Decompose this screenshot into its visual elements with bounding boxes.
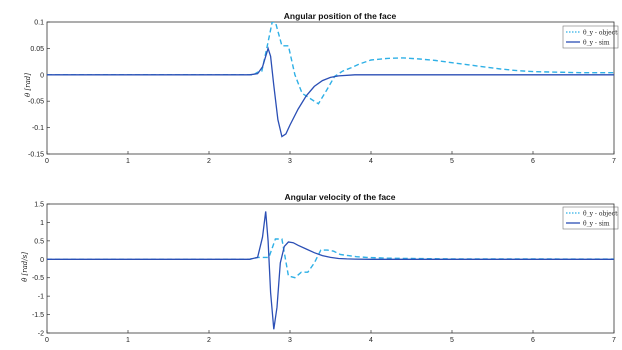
position-y-tick-label: -0.1	[32, 125, 44, 132]
velocity-x-tick-label: 4	[369, 337, 373, 344]
velocity-x-tick-label: 5	[450, 337, 454, 344]
velocity-x-tick-label: 6	[531, 337, 535, 344]
position-y-tick-label: -0.15	[28, 152, 44, 159]
velocity-y-tick-label: -2	[38, 331, 44, 338]
position-legend: θ_y - object θ_y - sim	[563, 26, 618, 48]
position-chart-title: Angular position of the face	[284, 11, 397, 21]
position-x-tick-label: 5	[450, 158, 454, 165]
position-y-tick-label: 0.05	[30, 46, 44, 53]
position-y-tick-label: 0.1	[34, 20, 44, 27]
velocity-legend-object-label: θ̇_y - object	[583, 211, 618, 218]
velocity-y-tick-label: 0.5	[34, 238, 44, 245]
position-x-tick-label: 0	[45, 158, 49, 165]
position-legend-object-label: θ_y - object	[583, 30, 618, 37]
velocity-legend: θ̇_y - object θ̇_y - sim	[563, 207, 618, 229]
position-y-tick-label: -0.05	[28, 99, 44, 106]
velocity-x-tick-label: 2	[207, 337, 211, 344]
velocity-x-tick-label: 1	[126, 337, 130, 344]
position-legend-sim-label: θ_y - sim	[583, 40, 610, 47]
position-x-tick-label: 3	[288, 158, 292, 165]
velocity-chart-title: Angular velocity of the face	[285, 192, 396, 202]
velocity-x-tick-label: 7	[612, 337, 616, 344]
velocity-y-tick-label: -1.5	[32, 312, 44, 319]
position-x-tick-label: 7	[612, 158, 616, 165]
position-x-tick-label: 2	[207, 158, 211, 165]
velocity-y-tick-label: 1	[40, 220, 44, 227]
velocity-x-tick-label: 3	[288, 337, 292, 344]
position-y-tick-label: 0	[40, 72, 44, 79]
velocity-y-tick-label: -1	[38, 294, 44, 301]
velocity-x-tick-label: 0	[45, 337, 49, 344]
velocity-y-tick-label: 1.5	[34, 202, 44, 209]
position-x-tick-label: 4	[369, 158, 373, 165]
velocity-y-axis-label: θ̇ [rad/s]	[21, 252, 29, 282]
velocity-legend-sim-label: θ̇_y - sim	[583, 221, 610, 228]
velocity-y-tick-label: -0.5	[32, 275, 44, 282]
position-x-tick-label: 1	[126, 158, 130, 165]
position-y-axis-label: θ [rad]	[24, 73, 32, 97]
velocity-y-tick-label: 0	[40, 257, 44, 264]
position-x-tick-label: 6	[531, 158, 535, 165]
